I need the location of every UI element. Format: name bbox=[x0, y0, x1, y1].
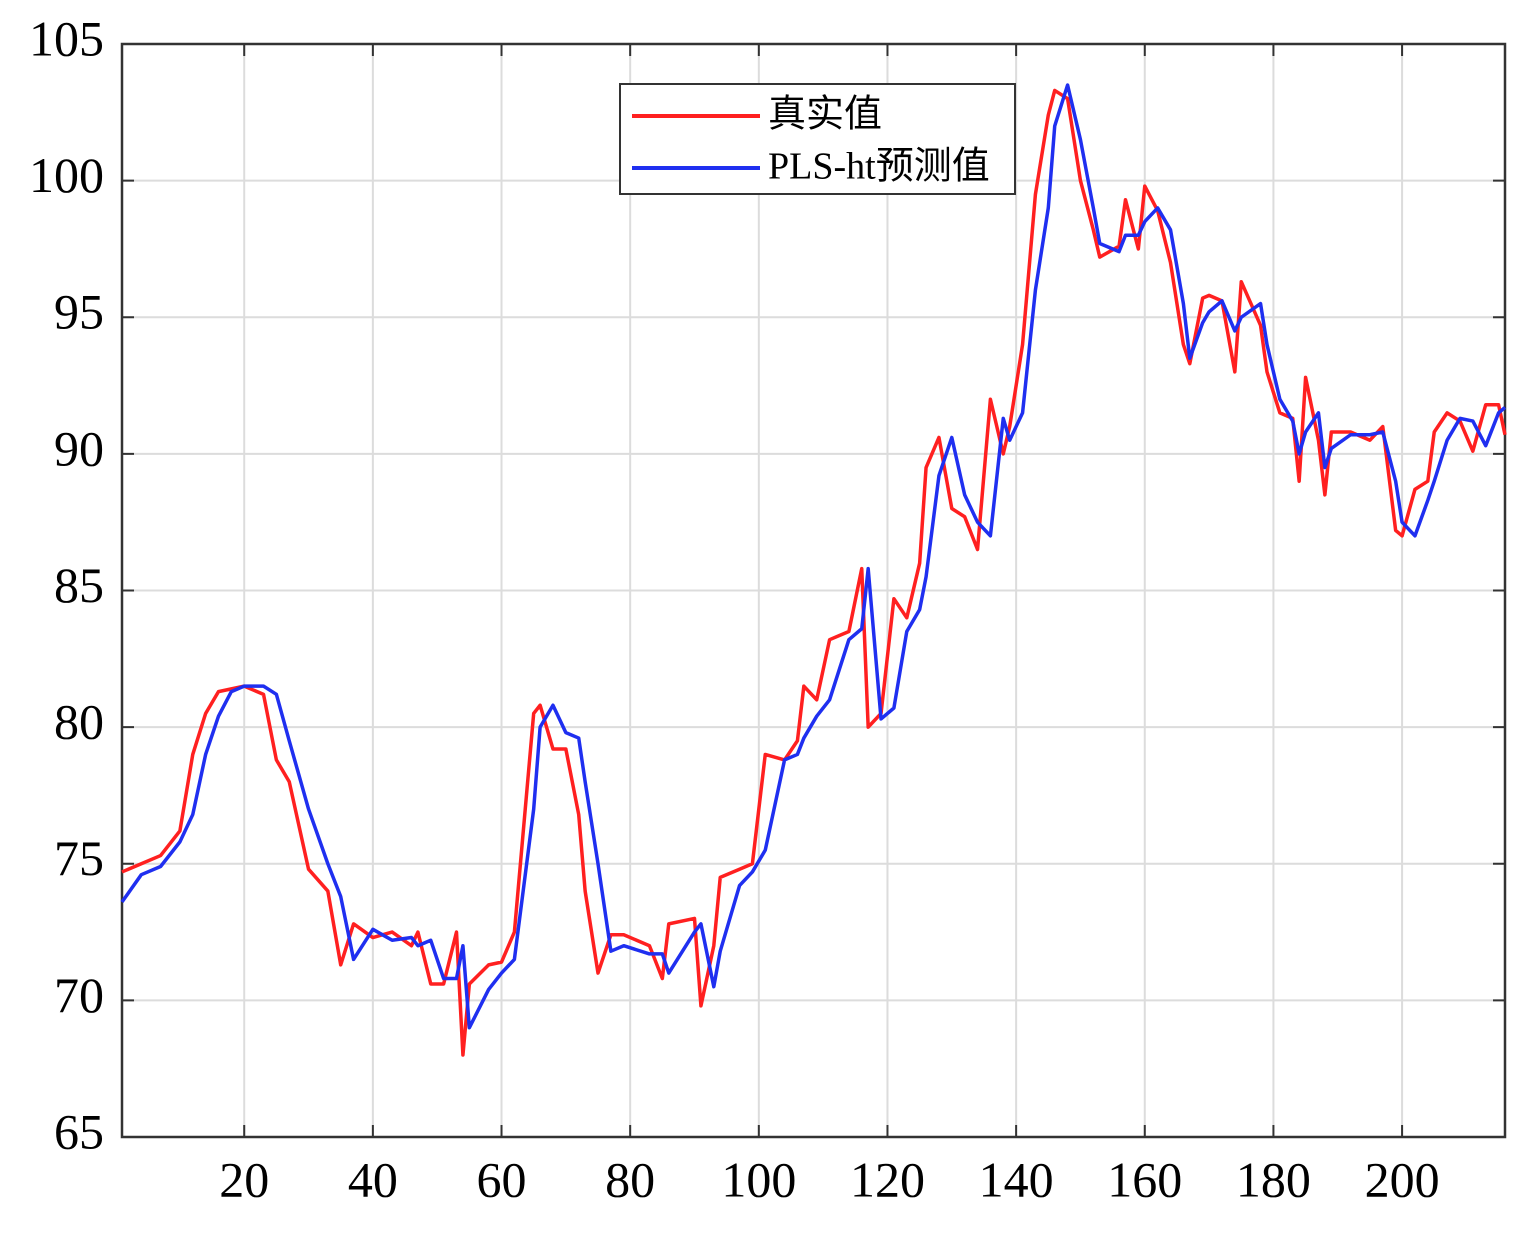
y-tick-label: 100 bbox=[29, 147, 104, 203]
x-tick-label: 40 bbox=[348, 1151, 398, 1207]
x-tick-label: 200 bbox=[1365, 1151, 1440, 1207]
legend-label: PLS-ht预测值 bbox=[768, 146, 990, 188]
data-line bbox=[121, 88, 1507, 1057]
y-tick-label: 70 bbox=[54, 967, 104, 1023]
y-tick-label: 65 bbox=[54, 1103, 104, 1159]
data-line bbox=[120, 83, 1507, 1030]
y-tick-label: 95 bbox=[54, 284, 104, 340]
x-tick-label: 180 bbox=[1236, 1151, 1311, 1207]
x-tick-label: 140 bbox=[979, 1151, 1054, 1207]
x-tick-label: 20 bbox=[219, 1151, 269, 1207]
y-tick-label: 90 bbox=[54, 420, 104, 476]
y-tick-label: 105 bbox=[29, 10, 104, 66]
y-tick-label: 75 bbox=[54, 830, 104, 886]
x-tick-label: 100 bbox=[721, 1151, 796, 1207]
legend-label: 真实值 bbox=[768, 94, 882, 136]
y-tick-label: 85 bbox=[54, 557, 104, 613]
x-tick-label: 160 bbox=[1107, 1151, 1182, 1207]
legend-box bbox=[619, 83, 1016, 195]
y-tick-label: 80 bbox=[54, 694, 104, 750]
plot-frame bbox=[120, 42, 1507, 1139]
x-tick-label: 80 bbox=[605, 1151, 655, 1207]
x-tick-label: 60 bbox=[477, 1151, 527, 1207]
x-tick-label: 120 bbox=[850, 1151, 925, 1207]
